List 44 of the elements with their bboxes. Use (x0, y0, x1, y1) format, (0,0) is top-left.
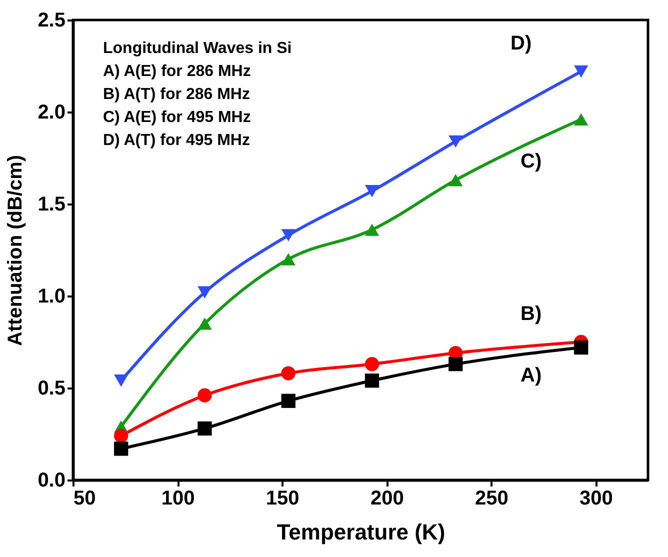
y-tick-label: 0.5 (38, 378, 66, 400)
point (364, 184, 380, 198)
y-tick-label: 1.5 (38, 194, 66, 216)
annotation: C) A(E) for 495 MHz (103, 109, 251, 126)
x-tick-label: 50 (74, 488, 96, 510)
x-tick-label: 150 (266, 488, 300, 510)
point (198, 388, 212, 402)
y-tick-label: 2.0 (38, 102, 66, 124)
point (448, 357, 463, 372)
x-axis-title: Temperature (K) (276, 520, 446, 544)
x-tick-label: 100 (161, 488, 195, 510)
annotation: B) A(T) for 286 MHz (103, 86, 250, 103)
point (198, 317, 212, 330)
series-label: D) (510, 32, 532, 55)
point (364, 224, 380, 236)
series-label: A) (520, 364, 542, 387)
point (281, 394, 296, 408)
annotation: D) A(T) for 495 MHz (103, 132, 250, 149)
series-label: C) (520, 150, 542, 172)
point (281, 229, 296, 242)
point (364, 374, 380, 388)
annotation: A) A(E) for 286 MHz (103, 63, 251, 80)
x-tick-label: 300 (580, 488, 613, 510)
y-tick-label: 1.0 (38, 286, 66, 308)
point (574, 113, 588, 126)
point (364, 357, 380, 372)
series-label: B) (520, 303, 542, 325)
point (114, 428, 128, 443)
x-tick-label: 200 (370, 488, 404, 510)
y-tick-label: 2.5 (38, 10, 66, 32)
point (198, 286, 212, 298)
point (574, 340, 588, 355)
point (114, 442, 128, 456)
point (281, 366, 296, 380)
annotation: Longitudinal Waves in Si (103, 40, 292, 57)
point (281, 253, 296, 266)
point (114, 374, 128, 387)
x-tick-label: 250 (474, 488, 508, 510)
point (574, 65, 588, 78)
y-axis-title: Attenuation (dB/cm) (4, 154, 27, 346)
y-tick-label: 0.0 (38, 470, 66, 492)
point (448, 135, 463, 148)
point (198, 421, 212, 436)
point (448, 174, 463, 186)
